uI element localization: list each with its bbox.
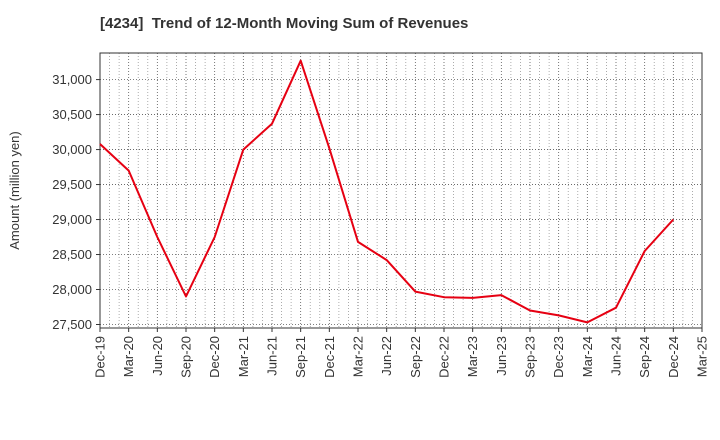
plot-area — [100, 53, 702, 328]
y-tick-label: 30,000 — [52, 142, 92, 157]
x-tick-label: Mar-23 — [465, 336, 480, 377]
x-tick-label: Sep-23 — [523, 336, 538, 378]
x-tick-label: Dec-20 — [207, 336, 222, 378]
x-tick-label: Sep-22 — [408, 336, 423, 378]
x-tick-label: Jun-22 — [379, 336, 394, 376]
y-tick-label: 28,000 — [52, 282, 92, 297]
x-tick-label: Dec-24 — [666, 336, 681, 378]
x-tick-label: Jun-24 — [609, 336, 624, 376]
x-tick-label: Mar-25 — [695, 336, 710, 377]
y-tick-label: 29,500 — [52, 177, 92, 192]
y-tick-label: 31,000 — [52, 72, 92, 87]
x-tick-label: Jun-21 — [265, 336, 280, 376]
x-tick-label: Mar-20 — [121, 336, 136, 377]
y-tick-label: 30,500 — [52, 107, 92, 122]
x-tick-label: Dec-19 — [93, 336, 108, 378]
y-axis-label: Amount (million yen) — [7, 131, 22, 250]
chart-title: [4234] Trend of 12-Month Moving Sum of R… — [100, 15, 469, 32]
x-tick-label: Dec-23 — [551, 336, 566, 378]
x-tick-label: Jun-20 — [150, 336, 165, 376]
plot-frame — [99, 52, 703, 329]
x-tick-label: Mar-24 — [580, 336, 595, 377]
x-tick-label: Sep-21 — [293, 336, 308, 378]
x-tick-label: Mar-22 — [351, 336, 366, 377]
x-tick-label: Dec-22 — [437, 336, 452, 378]
x-tick-label: Jun-23 — [494, 336, 509, 376]
y-tick-label: 29,000 — [52, 212, 92, 227]
x-tick-label: Sep-20 — [179, 336, 194, 378]
y-tick-label: 27,500 — [52, 317, 92, 332]
x-tick-label: Sep-24 — [637, 336, 652, 378]
y-tick-label: 28,500 — [52, 247, 92, 262]
x-tick-label: Mar-21 — [236, 336, 251, 377]
x-tick-label: Dec-21 — [322, 336, 337, 378]
